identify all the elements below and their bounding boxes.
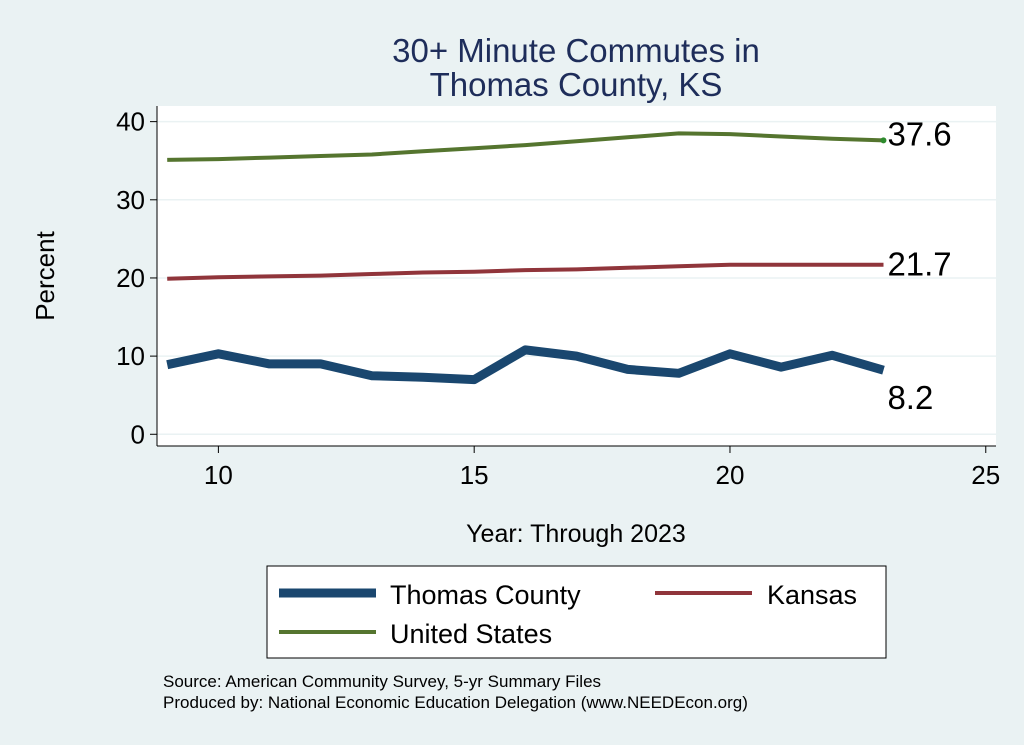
axis-ticks: 0 10 20 30 40 10 15 20 25	[116, 107, 1000, 490]
y-tick-label-40: 40	[116, 107, 145, 137]
series-line-thomas-county	[166, 345, 885, 385]
x-tick-label-25: 25	[971, 460, 1000, 490]
y-axis-title: Percent	[30, 230, 60, 320]
series-line-kansas	[167, 262, 884, 281]
produced-by-note: Produced by: National Economic Education…	[163, 693, 748, 712]
endpoint-marker-united-states	[880, 137, 887, 144]
legend: Thomas County Kansas United States	[266, 565, 887, 659]
source-note: Source: American Community Survey, 5-yr …	[163, 672, 601, 691]
y-tick-label-30: 30	[116, 185, 145, 215]
y-tick-label-0: 0	[131, 419, 145, 449]
end-label-united-states: 37.6	[887, 115, 951, 152]
series-lines	[166, 131, 887, 385]
x-tick-label-15: 15	[460, 460, 489, 490]
y-tick-label-20: 20	[116, 263, 145, 293]
x-tick-label-10: 10	[204, 460, 233, 490]
x-axis-title: Year: Through 2023	[466, 520, 686, 548]
legend-label-thomas-county: Thomas County	[390, 580, 581, 610]
end-labels: 8.2 21.7 37.6	[887, 115, 951, 416]
y-tick-label-10: 10	[116, 341, 145, 371]
legend-box	[266, 565, 887, 659]
x-tick-label-20: 20	[716, 460, 745, 490]
series-line-united-states	[167, 131, 884, 162]
chart-title-line-2: Thomas County, KS	[430, 66, 723, 103]
end-label-kansas: 21.7	[887, 246, 951, 283]
end-label-thomas-county: 8.2	[887, 379, 933, 416]
legend-label-kansas: Kansas	[767, 580, 857, 610]
legend-label-united-states: United States	[390, 619, 552, 649]
chart-title-line-1: 30+ Minute Commutes in	[392, 32, 760, 69]
